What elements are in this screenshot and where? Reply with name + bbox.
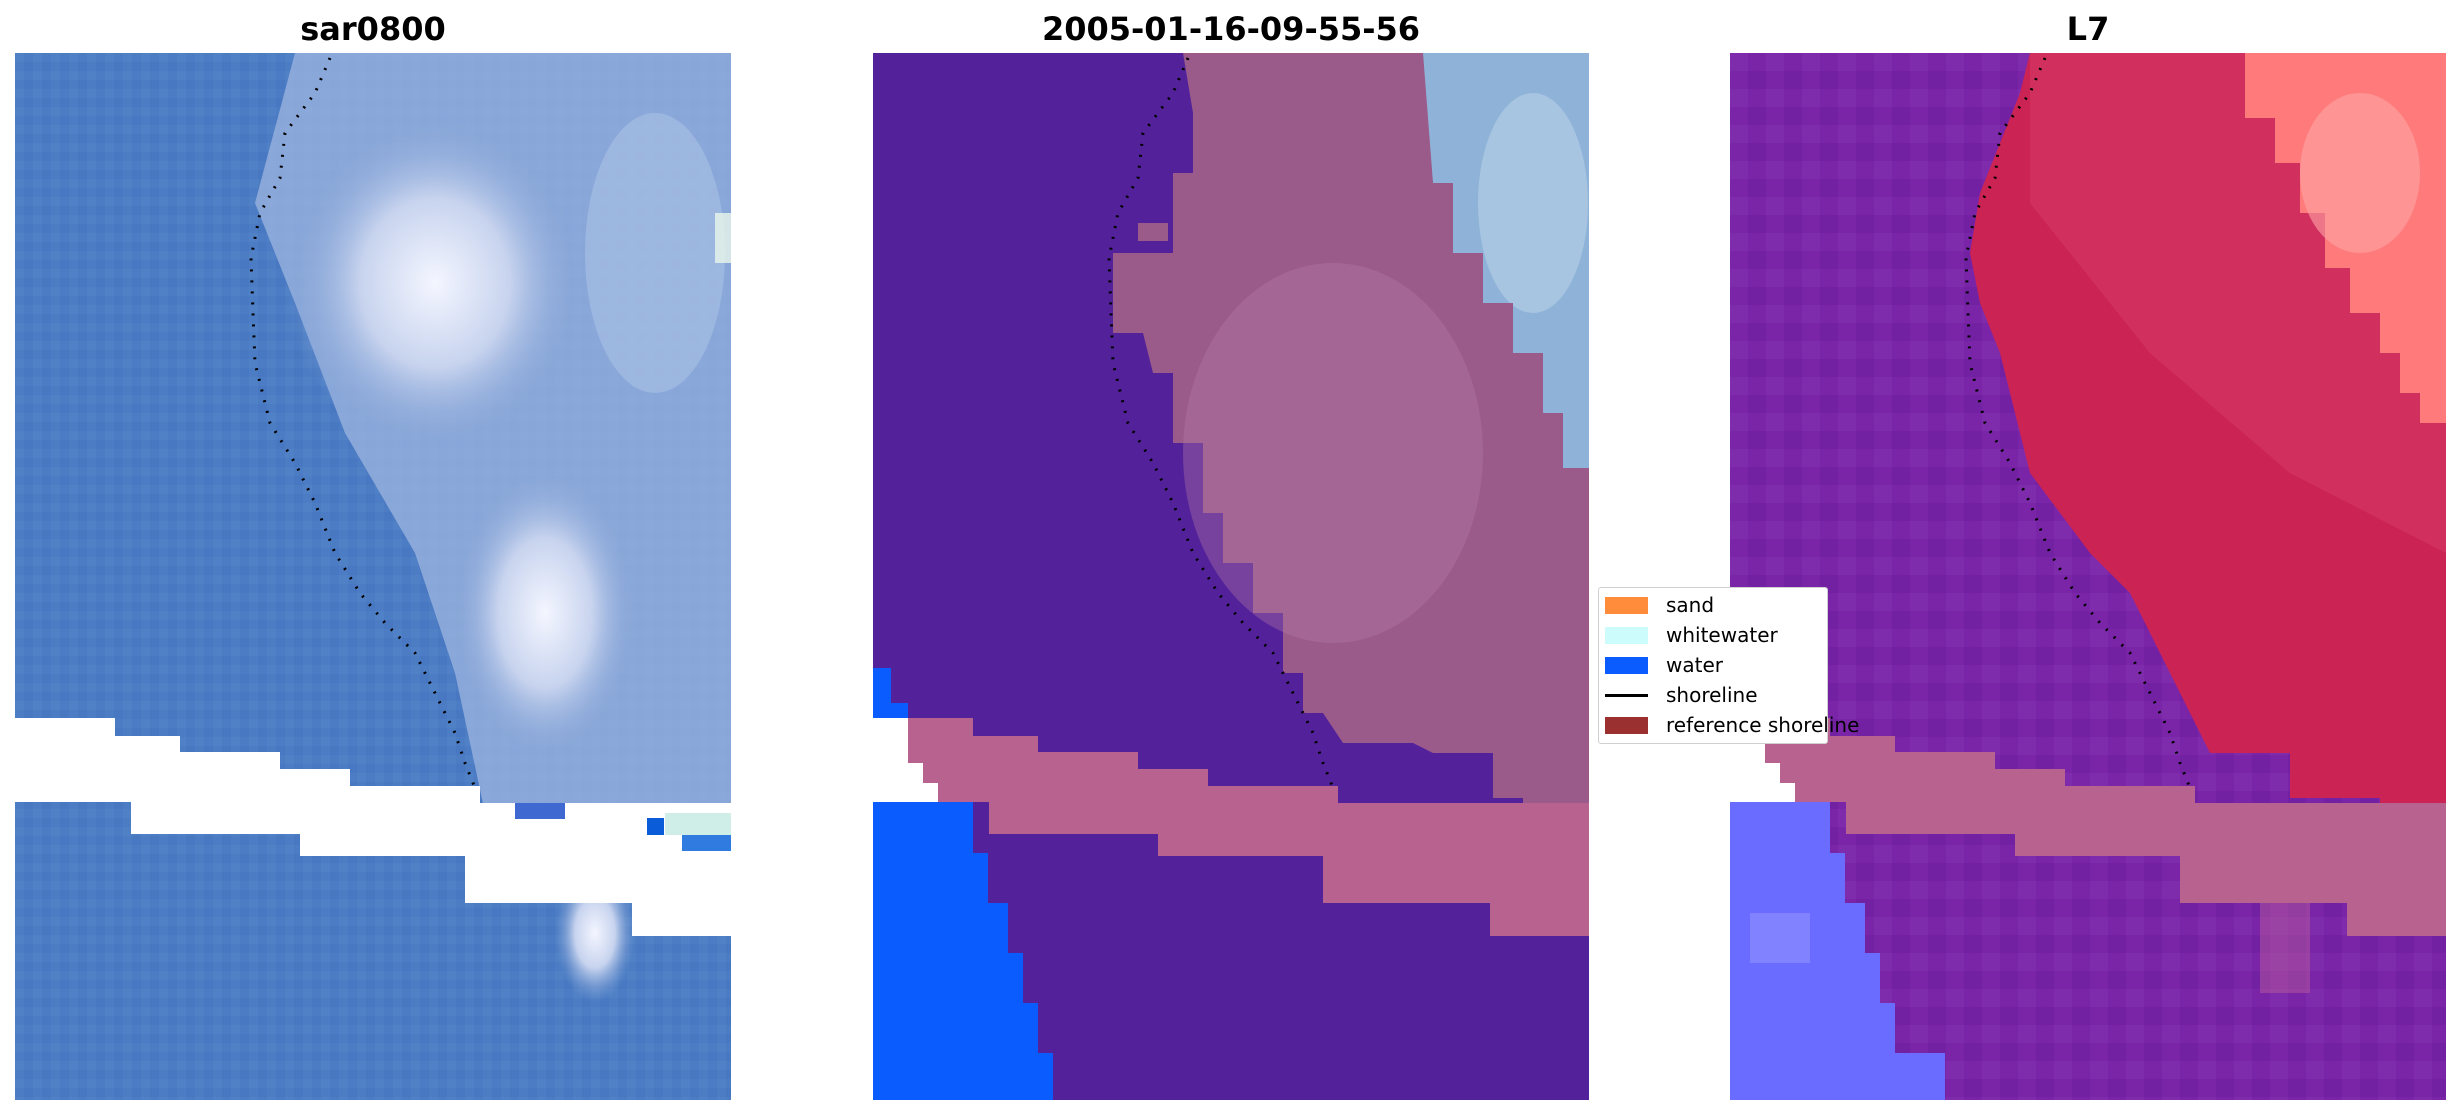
- shoreline-swatch: [1605, 693, 1648, 697]
- shoreline-dots: [1964, 57, 2192, 789]
- legend-item-whitewater: whitewater: [1605, 620, 1778, 650]
- satellite-image: [15, 53, 731, 1100]
- classified-image-panel: [873, 53, 1589, 1100]
- panel-title-sar: sar0800: [300, 10, 446, 48]
- whitewater-swatch: [1605, 626, 1648, 644]
- reference-shoreline-swatch: [1605, 716, 1648, 734]
- shoreline-dots: [1107, 57, 1335, 789]
- l7-image: [1730, 53, 2446, 1100]
- l7-image-panel: [1730, 53, 2446, 1100]
- water-swatch: [1605, 656, 1648, 674]
- sand-swatch: [1605, 596, 1648, 614]
- legend-label: water: [1666, 653, 1723, 677]
- legend-item-water: water: [1605, 650, 1723, 680]
- legend: sand whitewater water shoreline referenc…: [1598, 587, 1859, 744]
- satellite-image-panel: [15, 53, 731, 1100]
- legend-item-reference-shoreline: reference shoreline: [1605, 710, 1859, 740]
- classified-image: [873, 53, 1589, 1100]
- panel-title-l7: L7: [2066, 10, 2110, 48]
- legend-item-shoreline: shoreline: [1605, 680, 1758, 710]
- shoreline-dots: [249, 57, 477, 789]
- legend-item-sand: sand: [1605, 590, 1714, 620]
- legend-label: whitewater: [1666, 623, 1778, 647]
- legend-label: sand: [1666, 593, 1715, 617]
- legend-label: reference shoreline: [1666, 713, 1860, 737]
- panel-title-date: 2005-01-16-09-55-56: [1041, 10, 1421, 48]
- legend-label: shoreline: [1666, 683, 1758, 707]
